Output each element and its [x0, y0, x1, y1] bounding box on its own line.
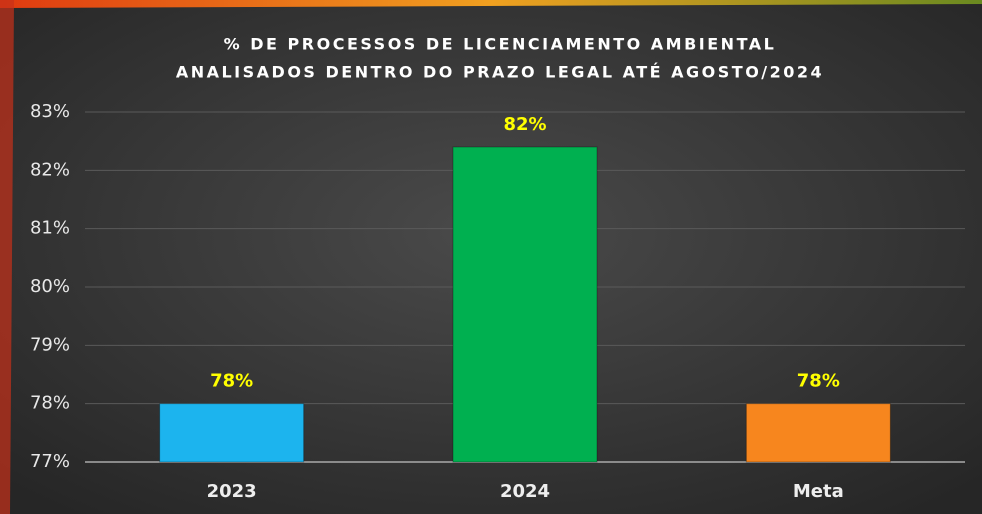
x-tick-label: 2023 — [207, 481, 257, 502]
bar — [159, 403, 305, 463]
x-tick-label: 2024 — [500, 481, 550, 502]
chart-title: % DE PROCESSOS DE LICENCIAMENTO AMBIENTA… — [224, 35, 777, 54]
chart-title: ANALISADOS DENTRO DO PRAZO LEGAL ATÉ AGO… — [176, 63, 824, 82]
data-label: 78% — [210, 371, 253, 392]
data-label: 82% — [503, 114, 546, 135]
y-tick-label: 82% — [30, 159, 70, 180]
y-tick-label: 78% — [30, 393, 70, 414]
y-tick-label: 79% — [30, 334, 70, 355]
data-label: 78% — [797, 371, 840, 392]
y-tick-label: 81% — [30, 218, 70, 239]
decor-stripe — [0, 0, 982, 8]
y-tick-label: 77% — [30, 451, 70, 472]
y-tick-label: 80% — [30, 276, 70, 297]
decor-left — [0, 0, 14, 514]
bar — [452, 146, 598, 463]
bar — [745, 403, 891, 463]
y-tick-label: 83% — [30, 101, 70, 122]
x-tick-label: Meta — [793, 481, 844, 502]
